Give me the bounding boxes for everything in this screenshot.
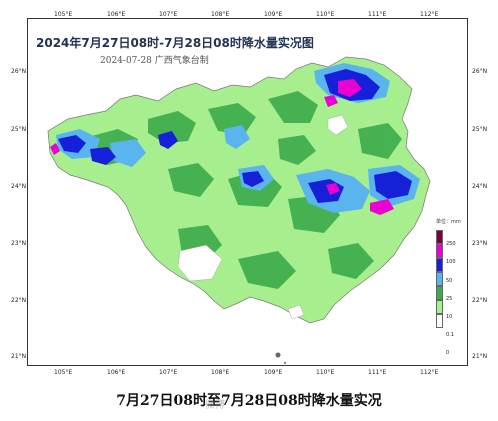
legend-swatch-25	[436, 272, 443, 286]
lon-label-bottom-110: 110°E	[316, 369, 335, 376]
legend-label-250: 250	[446, 241, 456, 247]
lat-label-left-22: 22°N	[11, 297, 27, 304]
lon-label-bottom-105: 105°E	[54, 369, 73, 376]
lon-label-bottom-111: 111°E	[368, 369, 387, 376]
lat-label-left-26: 26°N	[11, 68, 27, 75]
lon-label-top-109: 109°E	[264, 11, 283, 18]
watermark: 微博	[205, 400, 225, 411]
map-title: 2024年7月27日08时-7月28日08时降水量实况图	[36, 36, 314, 50]
lat-label-right-24: 24°N	[472, 183, 488, 190]
lon-label-bottom-112: 112°E	[420, 369, 439, 376]
lat-label-left-21: 21°N	[11, 353, 27, 360]
lon-label-bottom-107: 107°E	[159, 369, 178, 376]
legend-swatch-0-1	[436, 300, 443, 314]
legend-label-100: 100	[446, 259, 456, 265]
legend-swatch-50	[436, 258, 443, 272]
precipitation-map-svg	[47, 56, 431, 364]
legend-unit: 单位：mm	[436, 219, 461, 225]
lon-label-top-106: 106°E	[107, 11, 126, 18]
xieyang-island	[284, 362, 286, 364]
lat-label-left-23: 23°N	[11, 240, 27, 247]
precipitation-map	[27, 18, 468, 366]
lat-label-right-21: 21°N	[472, 353, 488, 360]
lat-label-right-22: 22°N	[472, 297, 488, 304]
lon-label-bottom-106: 106°E	[107, 369, 126, 376]
lat-label-right-25: 25°N	[472, 126, 488, 133]
caption: 7月27日08时至7月28日08时降水量实况	[116, 393, 382, 409]
legend-label-0-1: 0.1	[446, 332, 454, 338]
legend-label-0: 0	[446, 350, 450, 356]
legend-swatch-0	[436, 314, 443, 328]
lat-label-left-24: 24°N	[11, 183, 27, 190]
lon-label-top-108: 108°E	[211, 11, 230, 18]
lon-label-bottom-109: 109°E	[264, 369, 283, 376]
lon-label-top-112: 112°E	[420, 11, 439, 18]
lon-label-top-107: 107°E	[159, 11, 178, 18]
legend-label-10: 10	[446, 314, 453, 320]
heavy-rainstorm-areas	[50, 79, 394, 215]
lon-label-top-105: 105°E	[54, 11, 73, 18]
map-subtitle: 2024-07-28 广西气象台制	[100, 56, 209, 66]
lon-label-top-110: 110°E	[316, 11, 335, 18]
lon-label-bottom-108: 108°E	[211, 369, 230, 376]
legend-label-25: 25	[446, 296, 453, 302]
weizhou-island	[275, 352, 281, 358]
legend-swatch-100	[436, 244, 443, 258]
lat-label-right-26: 26°N	[472, 68, 488, 75]
lat-label-right-23: 23°N	[472, 240, 488, 247]
no-rain-areas	[177, 114, 349, 320]
lon-label-top-111: 111°E	[368, 11, 387, 18]
legend-swatch-250	[436, 230, 443, 244]
lat-label-left-25: 25°N	[11, 126, 27, 133]
legend-label-50: 50	[446, 278, 453, 284]
legend-swatch-10	[436, 286, 443, 300]
